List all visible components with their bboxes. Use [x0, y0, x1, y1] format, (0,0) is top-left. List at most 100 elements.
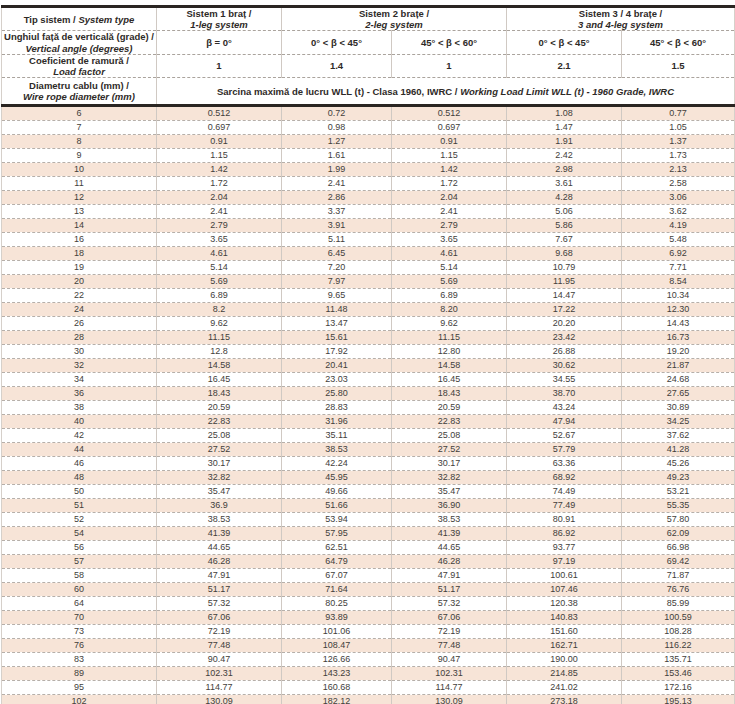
wll-cell-2leg-45-60: 2.41 [392, 205, 507, 219]
wll-cell-2leg-45-60: 46.28 [392, 555, 507, 569]
wll-cell-2leg-0-45: 62.51 [282, 541, 392, 555]
table-row: 60 51.17 71.64 51.17 107.46 76.76 [2, 583, 735, 597]
wll-cell-34leg-45-60: 1.37 [622, 135, 735, 149]
wll-cell-2leg-45-60: 44.65 [392, 541, 507, 555]
diameter-cell: 11 [2, 177, 157, 191]
wll-cell-2leg-0-45: 9.65 [282, 289, 392, 303]
diameter-cell: 95 [2, 681, 157, 695]
wll-cell-2leg-45-60: 1.42 [392, 163, 507, 177]
diameter-cell: 73 [2, 625, 157, 639]
wll-cell-34leg-0-45: 9.68 [507, 247, 622, 261]
table-row: 40 22.83 31.96 22.83 47.94 34.25 [2, 415, 735, 429]
table-row: 7 0.697 0.98 0.697 1.47 1.05 [2, 121, 735, 135]
wll-cell-34leg-0-45: 80.91 [507, 513, 622, 527]
wll-cell-2leg-45-60: 14.58 [392, 359, 507, 373]
wll-cell-2leg-45-60: 1.15 [392, 149, 507, 163]
angle-beta-0: β = 0° [157, 31, 282, 54]
wll-cell-34leg-0-45: 74.49 [507, 485, 622, 499]
wll-cell-34leg-45-60: 10.34 [622, 289, 735, 303]
header-row-system-type: Tip sistem / System type Sistem 1 braț /… [2, 7, 735, 31]
table-row: 24 8.2 11.48 8.20 17.22 12.30 [2, 303, 735, 317]
table-row: 56 44.65 62.51 44.65 93.77 66.98 [2, 541, 735, 555]
wll-cell-34leg-45-60: 49.23 [622, 471, 735, 485]
wll-cell-34leg-0-45: 52.67 [507, 429, 622, 443]
table-row: 30 12.8 17.92 12.80 26.88 19.20 [2, 345, 735, 359]
diameter-cell: 32 [2, 359, 157, 373]
table-row: 76 77.48 108.47 77.48 162.71 116.22 [2, 639, 735, 653]
wll-cell-1leg: 0.91 [157, 135, 282, 149]
wll-cell-34leg-0-45: 5.06 [507, 205, 622, 219]
angle-45-60-34leg: 45° < β < 60° [622, 31, 735, 54]
wll-cell-2leg-45-60: 18.43 [392, 387, 507, 401]
wll-cell-1leg: 9.62 [157, 317, 282, 331]
diameter-cell: 54 [2, 527, 157, 541]
wll-cell-2leg-0-45: 108.47 [282, 639, 392, 653]
table-row: 52 38.53 53.94 38.53 80.91 57.80 [2, 513, 735, 527]
wll-cell-2leg-45-60: 114.77 [392, 681, 507, 695]
table-row: 38 20.59 28.83 20.59 43.24 30.89 [2, 401, 735, 415]
wll-cell-34leg-0-45: 1.47 [507, 121, 622, 135]
load-factor-34leg-45-60: 1.5 [622, 54, 735, 77]
wll-cell-2leg-0-45: 1.61 [282, 149, 392, 163]
table-row: 22 6.89 9.65 6.89 14.47 10.34 [2, 289, 735, 303]
header-row-load-factor: Coeficient de ramură / Load factor 1 1.4… [2, 54, 735, 77]
wll-cell-34leg-0-45: 23.42 [507, 331, 622, 345]
wll-cell-2leg-45-60: 35.47 [392, 485, 507, 499]
wll-cell-34leg-0-45: 5.86 [507, 219, 622, 233]
load-factor-2leg-45-60: 1 [392, 54, 507, 77]
wll-cell-1leg: 3.65 [157, 233, 282, 247]
wll-cell-2leg-45-60: 25.08 [392, 429, 507, 443]
wll-cell-34leg-0-45: 1.08 [507, 106, 622, 121]
wll-cell-2leg-0-45: 93.89 [282, 611, 392, 625]
wll-cell-34leg-0-45: 86.92 [507, 527, 622, 541]
wll-cell-2leg-0-45: 6.45 [282, 247, 392, 261]
wll-cell-2leg-0-45: 20.41 [282, 359, 392, 373]
wll-cell-2leg-0-45: 1.99 [282, 163, 392, 177]
diameter-cell: 19 [2, 261, 157, 275]
wll-cell-34leg-45-60: 116.22 [622, 639, 735, 653]
wll-cell-2leg-0-45: 160.68 [282, 681, 392, 695]
wll-cell-1leg: 67.06 [157, 611, 282, 625]
wll-cell-34leg-45-60: 195.13 [622, 695, 735, 704]
wll-cell-34leg-0-45: 2.42 [507, 149, 622, 163]
table-row: 46 30.17 42.24 30.17 63.36 45.26 [2, 457, 735, 471]
wll-cell-2leg-0-45: 2.41 [282, 177, 392, 191]
table-row: 16 3.65 5.11 3.65 7.67 5.48 [2, 233, 735, 247]
wll-cell-34leg-45-60: 3.06 [622, 191, 735, 205]
table-row: 102 130.09 182.12 130.09 273.18 195.13 [2, 695, 735, 704]
diameter-cell: 20 [2, 275, 157, 289]
diameter-cell: 52 [2, 513, 157, 527]
wll-cell-34leg-0-45: 190.00 [507, 653, 622, 667]
wll-cell-34leg-0-45: 10.79 [507, 261, 622, 275]
wll-cell-1leg: 36.9 [157, 499, 282, 513]
wll-cell-2leg-0-45: 17.92 [282, 345, 392, 359]
wll-cell-34leg-0-45: 162.71 [507, 639, 622, 653]
wll-cell-1leg: 5.14 [157, 261, 282, 275]
header-rope-diameter: Diametru cablu (mm) / Wire rope diameter… [2, 78, 157, 106]
diameter-cell: 28 [2, 331, 157, 345]
wll-cell-2leg-0-45: 3.37 [282, 205, 392, 219]
wll-cell-34leg-0-45: 57.79 [507, 443, 622, 457]
wll-cell-34leg-45-60: 108.28 [622, 625, 735, 639]
wll-cell-34leg-0-45: 34.55 [507, 373, 622, 387]
wll-cell-2leg-45-60: 32.82 [392, 471, 507, 485]
header-3-4-leg-system: Sistem 3 / 4 brațe / 3 and 4-leg system [507, 7, 735, 31]
table-row: 26 9.62 13.47 9.62 20.20 14.43 [2, 317, 735, 331]
diameter-cell: 8 [2, 135, 157, 149]
wll-cell-1leg: 41.39 [157, 527, 282, 541]
wll-cell-2leg-45-60: 1.72 [392, 177, 507, 191]
table-row: 95 114.77 160.68 114.77 241.02 172.16 [2, 681, 735, 695]
header-wll-title: Sarcina maximă de lucru WLL (t) - Clasa … [157, 78, 735, 106]
wll-cell-34leg-0-45: 17.22 [507, 303, 622, 317]
wll-cell-34leg-0-45: 241.02 [507, 681, 622, 695]
wll-cell-2leg-0-45: 7.20 [282, 261, 392, 275]
wll-cell-1leg: 1.42 [157, 163, 282, 177]
wll-cell-2leg-0-45: 71.64 [282, 583, 392, 597]
wll-cell-1leg: 46.28 [157, 555, 282, 569]
wll-cell-2leg-0-45: 42.24 [282, 457, 392, 471]
diameter-cell: 102 [2, 695, 157, 704]
wll-cell-34leg-0-45: 20.20 [507, 317, 622, 331]
diameter-cell: 83 [2, 653, 157, 667]
diameter-cell: 58 [2, 569, 157, 583]
table-row: 42 25.08 35.11 25.08 52.67 37.62 [2, 429, 735, 443]
